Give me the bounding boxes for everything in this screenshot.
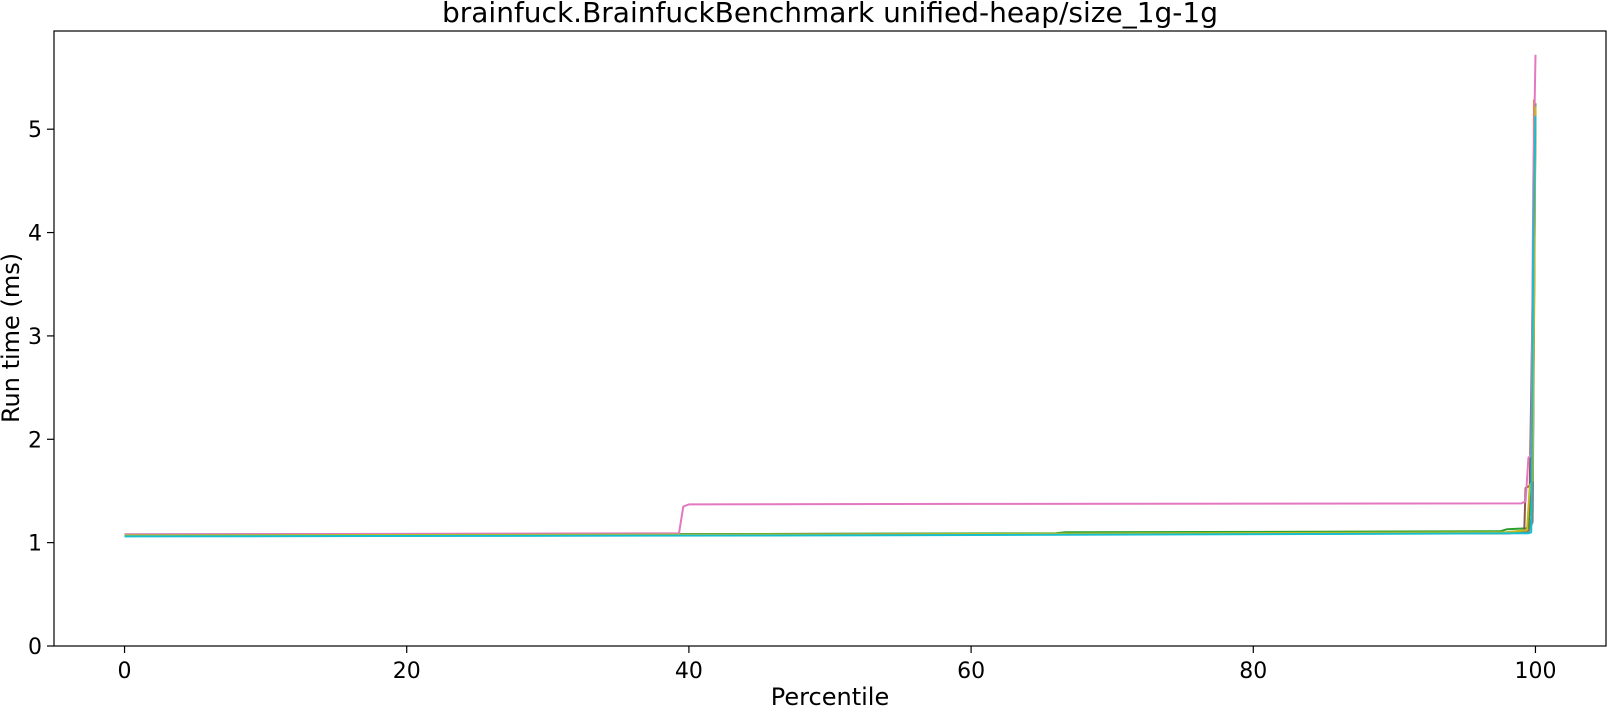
series-line-7	[124, 118, 1537, 537]
x-axis-label: Percentile	[771, 683, 889, 710]
plot-frame	[53, 30, 1607, 647]
series-line-3	[124, 103, 1537, 537]
series-line-4	[124, 108, 1537, 537]
series-line-1	[124, 108, 1537, 536]
y-tick-label: 1	[28, 532, 42, 557]
x-tick-label: 60	[957, 659, 985, 684]
y-tick-label: 5	[28, 118, 42, 143]
y-axis: 0 1 2 3 4 5	[28, 118, 54, 660]
y-axis-label: Run time (ms)	[0, 253, 25, 423]
chart-title: brainfuck.BrainfuckBenchmark unified-hea…	[442, 0, 1218, 29]
series-line-6	[124, 54, 1537, 536]
y-tick-label: 2	[28, 428, 42, 453]
series-line-8	[124, 106, 1537, 537]
series-line-5	[124, 113, 1537, 537]
series-line-9	[124, 115, 1537, 538]
x-tick-label: 80	[1239, 659, 1267, 684]
x-tick-label: 20	[393, 659, 421, 684]
series-line-2	[124, 99, 1537, 537]
y-tick-label: 4	[28, 222, 42, 247]
x-tick-label: 40	[675, 659, 703, 684]
x-tick-label: 100	[1514, 659, 1556, 684]
x-tick-label: 0	[118, 659, 132, 684]
y-tick-label: 3	[28, 325, 42, 350]
y-tick-label: 0	[28, 635, 42, 660]
x-axis: 0 20 40 60 80 100	[118, 646, 1556, 684]
series-layer	[124, 54, 1537, 538]
